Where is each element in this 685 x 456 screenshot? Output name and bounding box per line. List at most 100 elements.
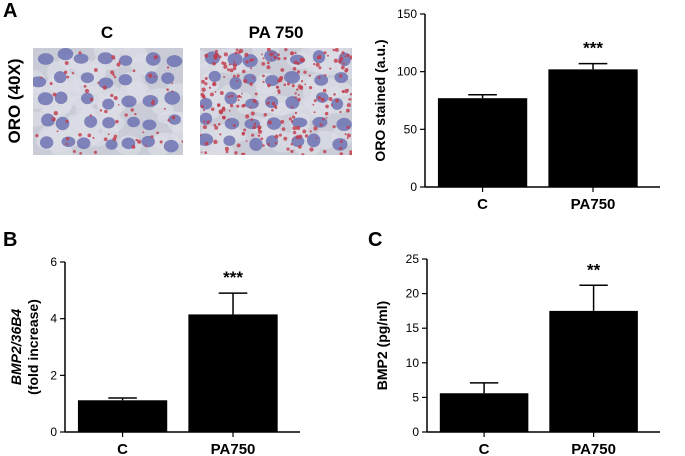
- lipid-droplet: [324, 74, 327, 77]
- lipid-droplet: [330, 104, 333, 107]
- lipid-droplet: [213, 123, 217, 127]
- lipid-droplet: [333, 93, 336, 96]
- lipid-droplet: [349, 93, 352, 96]
- lipid-droplet: [290, 51, 295, 56]
- nucleus: [312, 116, 328, 128]
- lipid-droplet: [335, 98, 339, 103]
- lipid-droplet: [277, 57, 281, 61]
- nucleus: [121, 95, 137, 108]
- nucleus: [76, 137, 91, 150]
- significance-marker: ***: [223, 268, 243, 287]
- lipid-droplet: [115, 119, 119, 124]
- lipid-droplet: [200, 151, 203, 153]
- lipid-droplet: [148, 73, 153, 78]
- lipid-droplet: [214, 52, 219, 57]
- lipid-droplet: [238, 94, 241, 98]
- lipid-droplet: [250, 67, 253, 70]
- lipid-droplet: [349, 98, 352, 101]
- y-tick-label: 100: [397, 65, 417, 79]
- lipid-droplet: [66, 137, 70, 141]
- lipid-droplet: [268, 97, 270, 100]
- lipid-droplet: [252, 125, 256, 130]
- lipid-droplet: [320, 97, 325, 102]
- lipid-droplet: [294, 111, 298, 115]
- lipid-droplet: [65, 119, 69, 123]
- nucleus: [55, 116, 70, 131]
- lipid-droplet: [223, 64, 228, 69]
- lipid-droplet: [87, 133, 92, 138]
- lipid-droplet: [224, 146, 230, 152]
- lipid-droplet: [236, 143, 241, 148]
- lipid-droplet: [274, 142, 278, 145]
- lipid-droplet: [333, 58, 338, 63]
- lipid-droplet: [253, 122, 257, 126]
- lipid-droplet: [344, 133, 347, 136]
- lipid-droplet: [261, 62, 266, 66]
- micrograph-control: [33, 48, 183, 155]
- lipid-droplet: [262, 144, 265, 147]
- lipid-droplet: [257, 125, 262, 130]
- lipid-droplet: [294, 51, 297, 55]
- nucleus: [291, 117, 308, 128]
- nucleus: [102, 117, 116, 129]
- lipid-droplet: [239, 95, 242, 99]
- lipid-droplet: [254, 92, 258, 96]
- lipid-droplet: [113, 95, 118, 101]
- nucleus: [289, 54, 305, 65]
- micrograph-title-pa750: PA 750: [249, 23, 304, 42]
- y-tick-label: 20: [406, 287, 420, 301]
- lipid-droplet: [315, 62, 320, 67]
- lipid-droplet: [116, 62, 121, 67]
- lipid-droplet: [65, 142, 68, 146]
- lipid-droplet: [315, 137, 318, 139]
- nucleus: [291, 135, 305, 148]
- nucleus: [37, 53, 54, 65]
- lipid-droplet: [260, 137, 264, 141]
- lipid-droplet: [223, 75, 226, 79]
- y-tick-label: 10: [406, 356, 420, 370]
- lipid-droplet: [288, 117, 292, 121]
- nucleus: [61, 136, 76, 148]
- lipid-droplet: [35, 134, 39, 138]
- lipid-droplet: [132, 69, 136, 73]
- lipid-droplet: [171, 90, 174, 93]
- lipid-droplet: [297, 84, 303, 89]
- lipid-droplet: [258, 129, 263, 134]
- lipid-droplet: [283, 136, 288, 141]
- lipid-droplet: [229, 68, 234, 73]
- lipid-droplet: [232, 63, 237, 68]
- lipid-droplet: [243, 128, 247, 132]
- lipid-droplet: [92, 136, 95, 139]
- lipid-droplet: [200, 92, 205, 97]
- lipid-droplet: [332, 48, 335, 52]
- lipid-droplet: [225, 150, 229, 154]
- lipid-droplet: [99, 109, 103, 112]
- micrograph-row-label: ORO (40X): [5, 58, 24, 143]
- lipid-droplet: [232, 74, 236, 78]
- nucleus: [306, 133, 321, 148]
- micrograph-pa750: [200, 48, 352, 155]
- lipid-droplet: [323, 149, 327, 154]
- y-tick-label: 0: [410, 180, 417, 194]
- lipid-droplet: [271, 101, 275, 106]
- lipid-droplet: [349, 150, 352, 154]
- y-tick-label: 5: [412, 390, 419, 404]
- lipid-droplet: [204, 151, 208, 155]
- lipid-droplet: [340, 65, 345, 70]
- lipid-droplet: [349, 153, 352, 155]
- nucleus: [249, 137, 263, 151]
- nucleus: [336, 117, 352, 132]
- lipid-droplet: [134, 112, 137, 116]
- lipid-droplet: [313, 126, 318, 131]
- nucleus: [224, 117, 240, 130]
- lipid-droplet: [166, 66, 170, 69]
- lipid-droplet: [53, 111, 58, 116]
- nucleus: [119, 55, 133, 66]
- lipid-droplet: [292, 126, 297, 131]
- nucleus: [84, 115, 98, 128]
- lipid-droplet: [113, 75, 117, 79]
- lipid-droplet: [52, 92, 57, 97]
- lipid-droplet: [204, 141, 209, 146]
- lipid-droplet: [156, 131, 159, 135]
- lipid-droplet: [235, 48, 239, 52]
